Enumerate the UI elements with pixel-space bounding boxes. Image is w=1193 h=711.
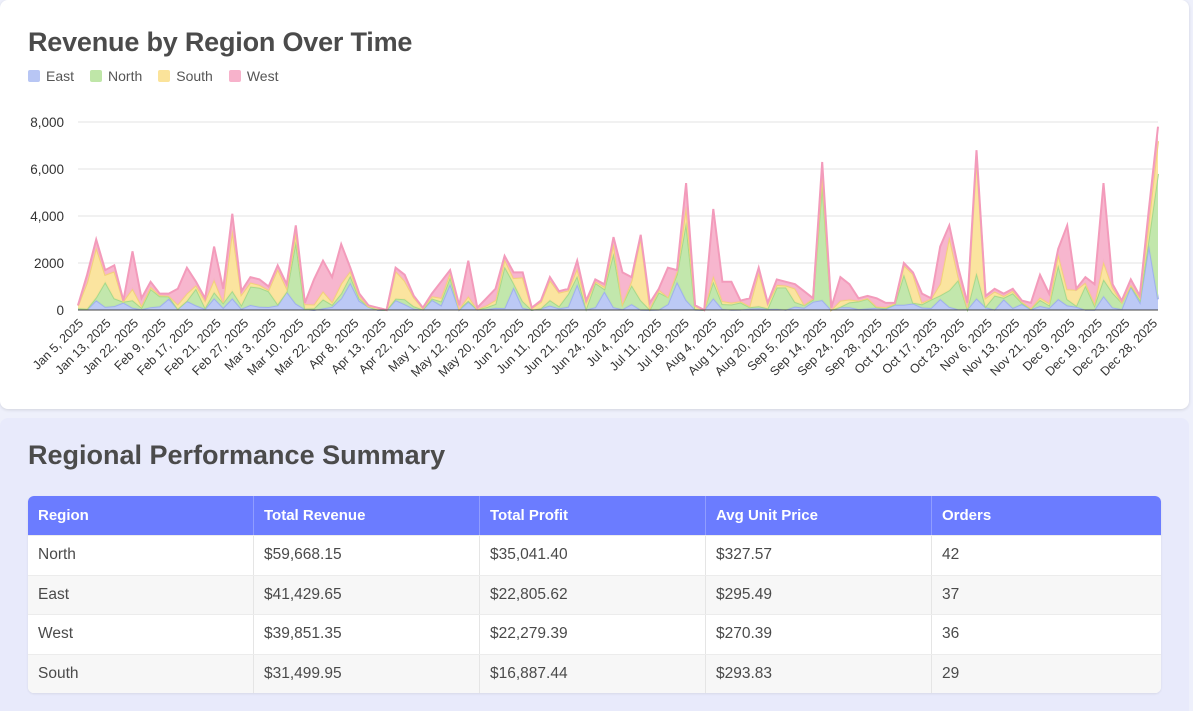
header-orders: Orders xyxy=(942,507,992,524)
y-tick-label: 0 xyxy=(56,303,64,318)
table-row: East $41,429.65 $22,805.62 $295.49 37 xyxy=(28,574,1161,614)
cell-region: West xyxy=(28,615,254,654)
legend-swatch xyxy=(90,70,103,82)
legend-item-north[interactable]: North xyxy=(90,68,142,84)
header-total-revenue: Total Revenue xyxy=(254,496,480,535)
cell-orders: 37 xyxy=(942,585,960,603)
chart-legend: East North South West xyxy=(28,68,278,84)
legend-swatch xyxy=(158,70,171,82)
legend-item-west[interactable]: West xyxy=(228,68,279,84)
summary-title: Regional Performance Summary xyxy=(28,440,446,470)
cell-total-profit: $22,279.39 xyxy=(480,615,706,654)
cell-avg-unit-price: $295.49 xyxy=(706,575,932,614)
legend-label: East xyxy=(46,68,75,84)
legend-item-south[interactable]: South xyxy=(158,68,213,84)
table-row: North $59,668.15 $35,041.40 $327.57 42 xyxy=(28,535,1161,575)
cell-orders: 29 xyxy=(942,664,960,682)
header-avg-unit-price: Avg Unit Price xyxy=(706,496,932,535)
table-row: South $31,499.95 $16,887.44 $293.83 29 xyxy=(28,653,1161,693)
y-tick-label: 4,000 xyxy=(30,209,64,224)
header-total-profit: Total Profit xyxy=(480,496,706,535)
legend-item-east[interactable]: East xyxy=(28,68,74,84)
legend-swatch xyxy=(228,70,241,82)
legend-swatch xyxy=(28,70,40,82)
legend-label: South xyxy=(176,68,213,84)
cell-orders: 42 xyxy=(942,546,960,564)
cell-total-profit: $35,041.40 xyxy=(480,536,706,575)
area-east xyxy=(78,244,1158,310)
y-tick-label: 6,000 xyxy=(30,162,64,177)
cell-avg-unit-price: $293.83 xyxy=(706,654,932,693)
cell-total-revenue: $39,851.35 xyxy=(254,615,480,654)
table-header-row: Region Total Revenue Total Profit Avg Un… xyxy=(28,496,1161,535)
y-tick-label: 2000 xyxy=(34,256,64,271)
legend-label: West xyxy=(246,68,279,84)
cell-avg-unit-price: $270.39 xyxy=(706,615,932,654)
cell-region: South xyxy=(28,654,254,693)
cell-total-profit: $16,887.44 xyxy=(480,654,706,693)
chart-title: Revenue by Region Over Time xyxy=(28,27,413,57)
y-tick-label: 8,000 xyxy=(30,115,64,130)
table-row: West $39,851.35 $22,279.39 $270.39 36 xyxy=(28,614,1161,654)
chart-card xyxy=(0,0,1189,409)
line-west xyxy=(77,126,1159,312)
cell-total-revenue: $41,429.65 xyxy=(254,575,480,614)
cell-orders: 36 xyxy=(942,625,960,643)
cell-avg-unit-price: $327.57 xyxy=(706,536,932,575)
cell-region: East xyxy=(28,575,254,614)
cell-total-revenue: $59,668.15 xyxy=(254,536,480,575)
legend-label: North xyxy=(108,68,143,84)
summary-table: Region Total Revenue Total Profit Avg Un… xyxy=(28,496,1161,693)
cell-total-revenue: $31,499.95 xyxy=(254,654,480,693)
cell-total-profit: $22,805.62 xyxy=(480,575,706,614)
cell-region: North xyxy=(28,536,254,575)
header-region: Region xyxy=(28,496,254,535)
